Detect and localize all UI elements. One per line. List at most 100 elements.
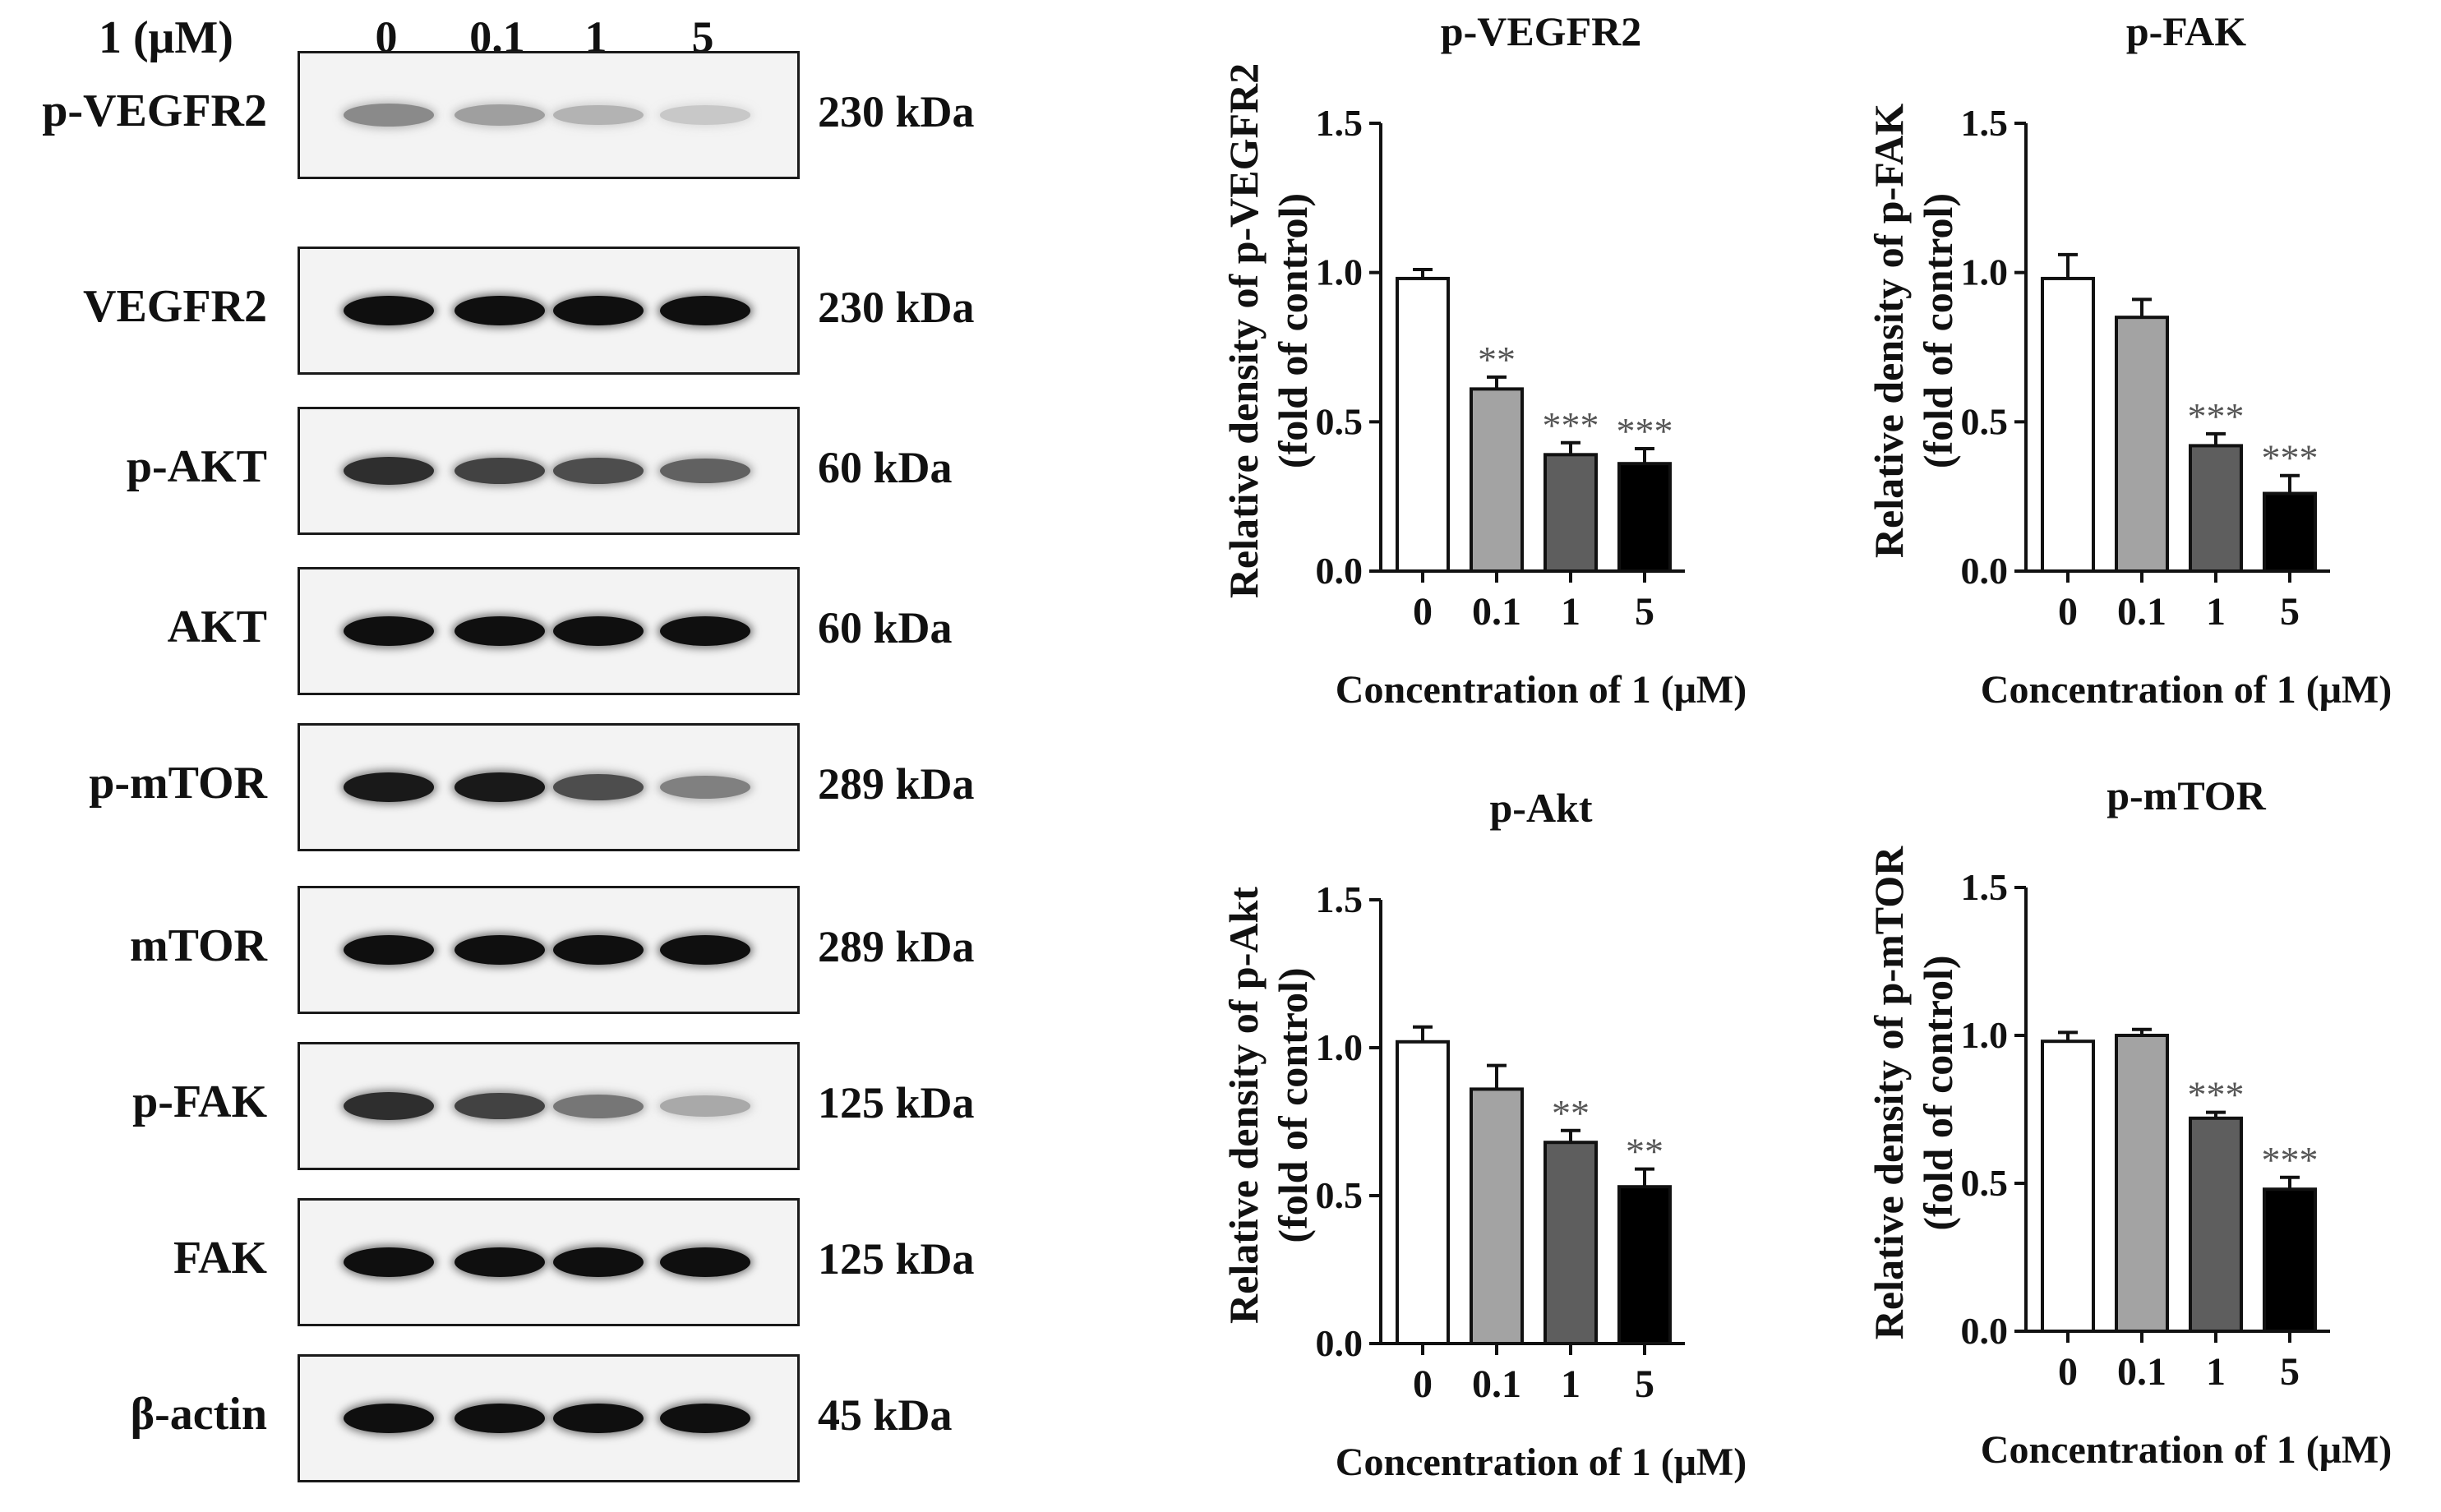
y-tick-label: 0.5 <box>1316 1174 1364 1216</box>
y-tick-label: 1.0 <box>1316 251 1364 293</box>
y-tick-label: 0.0 <box>1961 550 2009 592</box>
y-axis-label-line1: Relative density of p-FAK <box>1866 104 1912 558</box>
blot-row-label: p-AKT <box>126 441 267 492</box>
blot-band <box>660 1095 750 1117</box>
blot-band <box>660 616 750 646</box>
blot-strip <box>298 567 800 695</box>
blot-row-size: 289 kDa <box>818 922 975 971</box>
blot-row-size: 289 kDa <box>818 759 975 809</box>
blot-strip <box>298 407 800 535</box>
bar-chart-p-akt: p-Akt 0.0 0.5 1.0 1.5 0 0.1 1 ** 5 ** Concentration… <box>1220 785 1747 1484</box>
y-tick-label: 1.5 <box>1316 102 1364 144</box>
blot-band <box>553 616 644 646</box>
blot-band <box>660 458 750 484</box>
blot-band <box>660 105 750 125</box>
y-tick-label: 1.0 <box>1961 1014 2009 1056</box>
bar <box>1544 453 1598 573</box>
blot-band <box>344 1247 434 1277</box>
x-tick-label: 1 <box>1561 590 1580 634</box>
blot-row-size: 230 kDa <box>818 283 975 332</box>
blot-band <box>455 296 545 325</box>
bar <box>2263 491 2317 573</box>
x-tick-label: 1 <box>2206 1350 2226 1394</box>
blot-strip <box>298 723 800 851</box>
y-axis-label-line1: Relative density of p-Akt <box>1220 887 1267 1324</box>
x-tick-label: 0 <box>1413 1362 1433 1406</box>
blot-band <box>660 296 750 325</box>
blot-band <box>344 616 434 646</box>
x-axis-label: Concentration of 1 (μM) <box>1336 1441 1747 1484</box>
y-tick-label: 0.0 <box>1316 1322 1364 1364</box>
blot-row-size: 60 kDa <box>818 443 953 492</box>
blot-band <box>553 458 644 484</box>
blot-row-size: 45 kDa <box>818 1390 953 1440</box>
x-tick-label: 0 <box>1413 590 1433 634</box>
chart-title: p-VEGFR2 <box>1441 8 1641 54</box>
significance-marker: *** <box>2188 395 2245 437</box>
bar <box>1617 1185 1672 1346</box>
significance-marker: ** <box>1478 339 1516 380</box>
blot-band <box>553 1094 644 1118</box>
significance-marker: *** <box>1617 410 1673 452</box>
blot-band <box>344 772 434 802</box>
significance-marker: ** <box>1626 1131 1663 1173</box>
blot-band <box>553 1247 644 1277</box>
blot-band <box>660 1247 750 1277</box>
blot-band <box>455 1247 545 1277</box>
bar <box>2189 444 2243 574</box>
blot-row-label: p-mTOR <box>89 758 267 809</box>
blot-band <box>660 775 750 800</box>
x-tick-label: 5 <box>1635 1362 1654 1406</box>
y-axis-label-line2: (fold of control) <box>1270 967 1316 1242</box>
significance-marker: *** <box>2262 437 2319 479</box>
bar <box>1544 1141 1598 1346</box>
blot-band <box>455 104 545 127</box>
bar <box>1470 1087 1524 1345</box>
x-tick-label: 1 <box>2206 590 2226 634</box>
treatment-label: 1 (μM) <box>99 12 233 63</box>
bar <box>2263 1187 2317 1334</box>
blot-band <box>553 1404 644 1433</box>
blot-row-size: 125 kDa <box>818 1234 975 1284</box>
x-tick-label: 0.1 <box>2117 1350 2166 1394</box>
bar-chart-p-fak: p-FAK 0.0 0.5 1.0 1.5 0 0.1 1 *** 5 *** Concentrati… <box>1866 8 2392 712</box>
blot-band <box>553 774 644 800</box>
bar <box>2115 1034 2169 1333</box>
bar <box>1396 276 1450 573</box>
y-tick-label: 0.0 <box>1961 1310 2009 1352</box>
blot-band <box>344 457 434 485</box>
blot-band <box>344 296 434 325</box>
blot-row-label: β-actin <box>130 1389 267 1440</box>
y-axis-label-line2: (fold of control) <box>1915 955 1961 1230</box>
blot-band <box>344 1404 434 1433</box>
blot-row-label: mTOR <box>130 920 267 971</box>
x-tick-label: 0 <box>2058 590 2078 634</box>
blot-row-label: AKT <box>167 602 267 652</box>
blot-band <box>553 104 644 126</box>
x-axis-label: Concentration of 1 (μM) <box>1981 668 2392 712</box>
y-tick-label: 0.0 <box>1316 550 1364 592</box>
x-tick-label: 1 <box>1561 1362 1580 1406</box>
x-tick-label: 0 <box>2058 1350 2078 1394</box>
blot-strip <box>298 886 800 1014</box>
blot-band <box>455 616 545 646</box>
blot-band <box>455 457 545 485</box>
x-tick-label: 0.1 <box>2117 590 2166 634</box>
x-tick-label: 5 <box>1635 590 1654 634</box>
blot-band <box>455 935 545 965</box>
blot-band <box>344 1092 434 1120</box>
bar <box>2041 1040 2095 1333</box>
x-axis-label: Concentration of 1 (μM) <box>1336 668 1747 712</box>
y-tick-label: 0.5 <box>1961 400 2009 442</box>
y-axis-label-line2: (fold of control) <box>1915 193 1961 468</box>
bar <box>1396 1040 1450 1345</box>
y-tick-label: 1.0 <box>1316 1026 1364 1068</box>
y-tick-label: 0.5 <box>1961 1162 2009 1204</box>
chart-title: p-Akt <box>1489 785 1592 831</box>
blot-band <box>455 772 545 802</box>
blot-band <box>553 935 644 965</box>
bar <box>2189 1116 2243 1333</box>
x-tick-label: 0.1 <box>1472 1362 1521 1406</box>
blot-band <box>660 1404 750 1433</box>
blot-band <box>344 104 434 127</box>
